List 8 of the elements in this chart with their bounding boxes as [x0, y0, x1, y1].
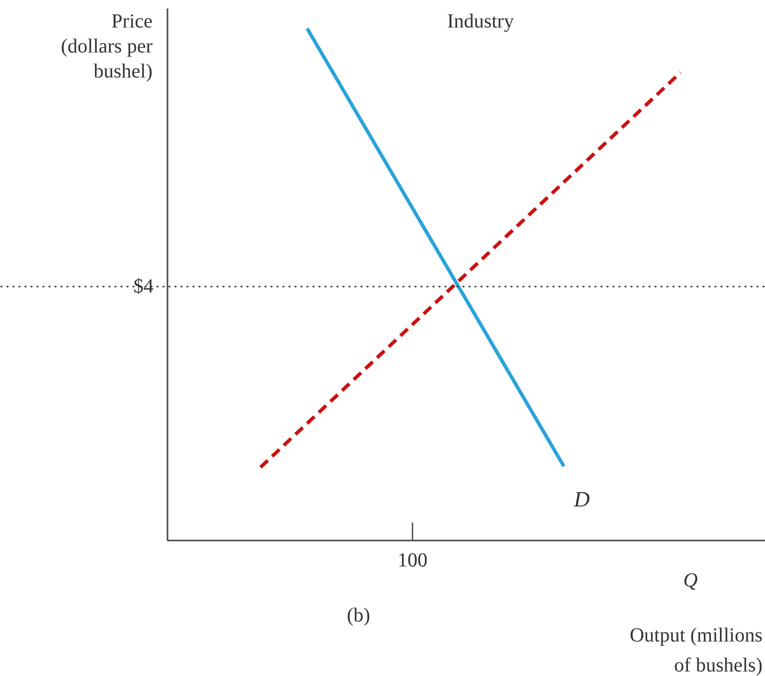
chart-title: Industry: [447, 10, 514, 32]
text: $4: [134, 276, 154, 298]
series-label: D: [572, 486, 590, 512]
text: 100: [398, 550, 428, 572]
x-axis-title: Output (millions of bushels): [630, 624, 763, 676]
text: (b): [346, 604, 370, 626]
y-axis-title: Price (dollars per bushel): [60, 10, 153, 82]
text: Q: [683, 570, 698, 592]
